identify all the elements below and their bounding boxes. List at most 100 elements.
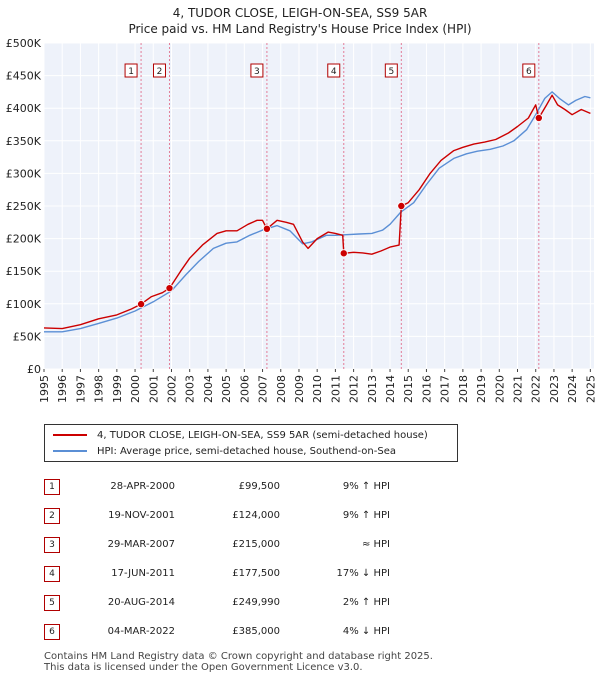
x-tick-label: 2014 [384,375,397,403]
footer: Contains HM Land Registry data © Crown c… [44,651,433,673]
x-tick-label: 2007 [257,375,270,403]
x-tick-label: 2013 [366,375,379,403]
sale-number-cell: 3 [44,530,60,559]
price-chart: 1 2 3 4 5 6 £0 £50K £100K £150K £200K £250K £300K £3… [6,37,598,403]
sale-label-box-2 [152,63,166,78]
sale-label-box-3 [250,63,264,78]
chart-title: 4, TUDOR CLOSE, LEIGH-ON-SEA, SS9 5AR [172,6,428,20]
sale-price: £385,000 [232,626,280,637]
sale-number: 2 [44,507,60,524]
sale-date: 20-AUG-2014 [107,597,175,608]
sale-number-cell: 1 [44,472,60,501]
x-tick-label: 2012 [348,375,361,403]
legend-item-hpi: HPI: Average price, semi-detached house,… [53,443,396,459]
legend-swatch-property [53,434,87,436]
sale-number: 5 [44,594,60,611]
y-tick-label: £50K [13,330,42,343]
sale-label-1: 1 [128,67,134,77]
x-tick-label: 2010 [311,375,324,403]
legend-item-property: 4, TUDOR CLOSE, LEIGH-ON-SEA, SS9 5AR (s… [53,427,428,443]
sale-hpi-comparison: ≈ HPI [361,539,390,550]
sale-label-6: 6 [526,67,532,77]
x-tick-label: 2004 [202,375,215,403]
sale-number-cell: 5 [44,588,60,617]
x-tick-label: 2019 [475,375,488,403]
sale-number: 3 [44,536,60,553]
sales-table-row: 5 20-AUG-2014 £249,990 2% ↑ HPI [44,588,390,617]
y-tick-label: £150K [6,265,42,278]
sales-table-row: 1 28-APR-2000 £99,500 9% ↑ HPI [44,472,390,501]
chart-subtitle: Price paid vs. HM Land Registry's House … [128,22,472,36]
sale-price: £249,990 [232,597,280,608]
legend-label-hpi: HPI: Average price, semi-detached house,… [97,445,396,457]
y-tick-label: £0 [27,363,41,376]
sale-date: 29-MAR-2007 [107,539,175,550]
sale-price: £177,500 [232,568,280,579]
sale-date: 28-APR-2000 [110,481,175,492]
sale-label-5: 5 [388,67,394,77]
sale-label-box-1 [124,63,138,78]
x-tick-label: 2015 [402,375,415,403]
x-tick-label: 2002 [165,375,178,403]
y-tick-label: £200K [6,233,42,246]
x-tick-label: 1996 [56,375,69,403]
sale-number: 4 [44,565,60,582]
x-tick-label: 2022 [530,375,543,403]
y-tick-label: £500K [6,37,42,50]
y-tick-label: £100K [6,298,42,311]
sale-label-4: 4 [331,67,337,77]
sale-label-box-6 [522,63,536,78]
x-tick-label: 2006 [238,375,251,403]
sale-hpi-comparison: 9% ↑ HPI [342,510,390,521]
sale-point-1 [137,300,146,309]
sale-point-6 [534,113,543,122]
x-tick-label: 2001 [147,375,160,403]
x-tick-label: 1999 [111,375,124,403]
x-tick-label: 2021 [512,375,525,403]
sale-date: 19-NOV-2001 [108,510,175,521]
sale-hpi-comparison: 17% ↓ HPI [336,568,390,579]
sale-date: 17-JUN-2011 [111,568,175,579]
sale-price: £215,000 [232,539,280,550]
x-tick-label: 2016 [420,375,433,403]
sales-table: 1 28-APR-2000 £99,500 9% ↑ HPI 2 19-NOV-2001 £… [44,472,390,646]
x-tick-label: 2000 [129,375,142,403]
y-tick-label: £350K [6,135,42,148]
legend: 4, TUDOR CLOSE, LEIGH-ON-SEA, SS9 5AR (s… [44,424,458,462]
hpi-line [44,91,591,333]
sale-point-3 [262,224,271,233]
sale-label-3: 3 [254,67,260,77]
y-tick-label: £250K [6,200,42,213]
x-tick-label: 1997 [74,375,87,403]
sale-label-box-5 [384,63,398,78]
sale-points [137,113,543,309]
sale-price: £99,500 [238,481,280,492]
x-tick-label: 2025 [584,375,597,403]
legend-label-property: 4, TUDOR CLOSE, LEIGH-ON-SEA, SS9 5AR (s… [97,429,428,441]
sale-hpi-comparison: 4% ↓ HPI [342,626,390,637]
footer-copyright: Contains HM Land Registry data © Crown c… [44,651,433,662]
x-tick-label: 2017 [439,375,452,403]
x-tick-label: 2009 [293,375,306,403]
sale-number-cell: 6 [44,617,60,646]
sale-number-cell: 2 [44,501,60,530]
sale-point-4 [339,249,348,258]
sale-date: 04-MAR-2022 [107,626,175,637]
x-tick-label: 2003 [184,375,197,403]
sale-number-cell: 4 [44,559,60,588]
x-tick-label: 1998 [93,375,106,403]
sale-point-5 [397,202,406,211]
series-lines [43,91,591,333]
sales-table-row: 6 04-MAR-2022 £385,000 4% ↓ HPI [44,617,390,646]
sale-price: £124,000 [232,510,280,521]
sales-table-row: 4 17-JUN-2011 £177,500 17% ↓ HPI [44,559,390,588]
axes: £0 £50K £100K £150K £200K £250K £300K £350K £400… [6,37,598,403]
sale-label-2: 2 [157,67,163,77]
sale-label-box-4 [327,63,341,78]
sale-hpi-comparison: 9% ↑ HPI [342,481,390,492]
x-tick-label: 2005 [220,375,233,403]
x-tick-label: 2023 [548,375,561,403]
property-price-line [43,94,591,330]
sale-hpi-comparison: 2% ↑ HPI [342,597,390,608]
x-tick-label: 2024 [566,375,579,403]
